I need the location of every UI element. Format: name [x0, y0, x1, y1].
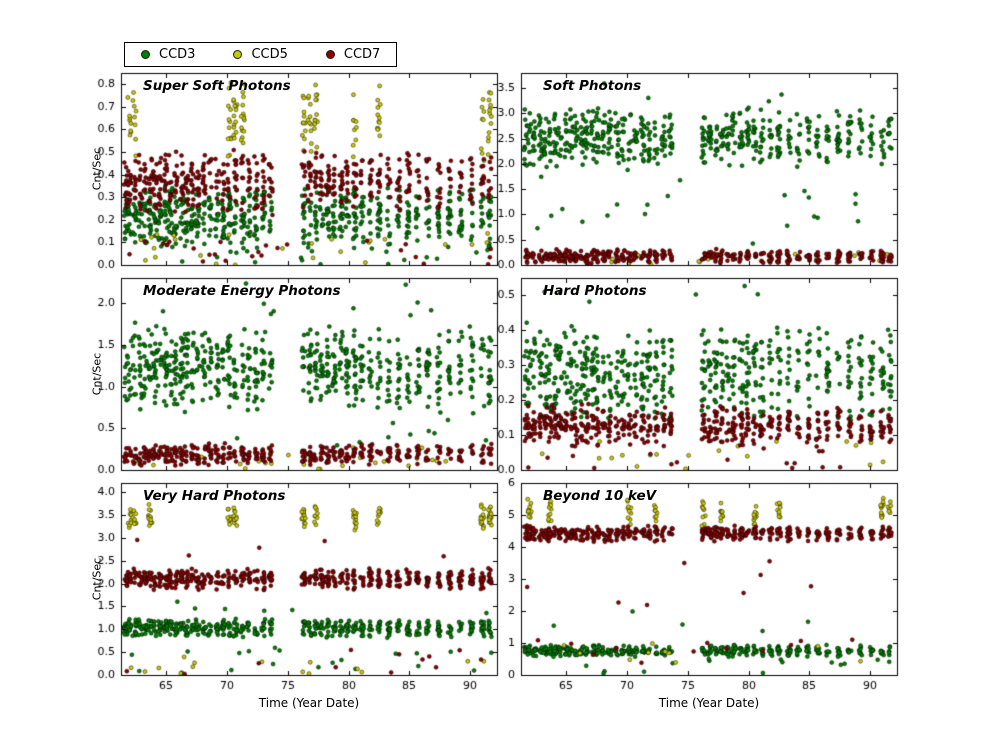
y-axis-label-row2: Cnt/Sec — [90, 352, 104, 396]
ccd3-marker-icon — [141, 50, 150, 59]
legend-label-ccd5: CCD5 — [251, 47, 288, 62]
legend-label-ccd7: CCD7 — [343, 47, 381, 62]
ccd5-marker-icon — [233, 50, 243, 59]
legend: CCD3 CCD5 CCD7 — [124, 42, 398, 67]
y-axis-label-row1: Cnt/Sec — [90, 147, 104, 191]
legend-label-ccd3: CCD3 — [159, 47, 196, 62]
legend-item-ccd7: CCD7 — [325, 47, 381, 62]
legend-item-ccd5: CCD5 — [233, 47, 288, 62]
y-axis-label-row3: Cnt/Sec — [90, 557, 104, 601]
legend-item-ccd3: CCD3 — [141, 47, 195, 62]
x-axis-label-left: Time (Year Date) — [258, 696, 360, 710]
ccd7-marker-icon — [325, 50, 335, 59]
x-axis-label-right: Time (Year Date) — [658, 696, 760, 710]
